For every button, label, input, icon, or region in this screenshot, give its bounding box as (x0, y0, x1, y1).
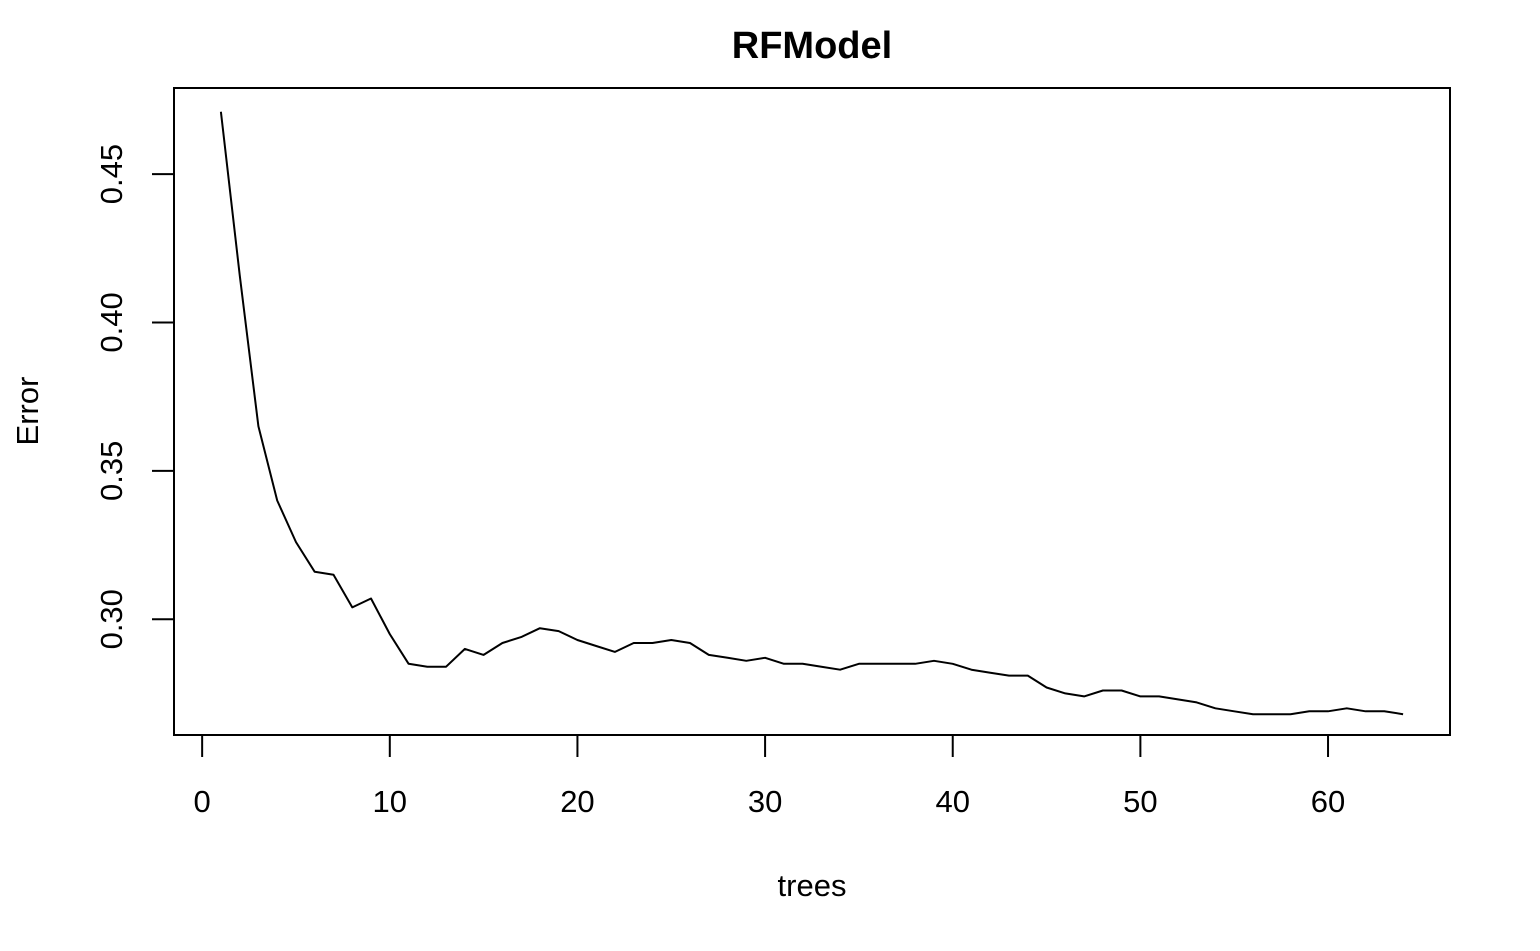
plot-frame (173, 87, 1451, 736)
x-tick-label: 30 (748, 784, 782, 819)
y-tick-label: 0.45 (94, 144, 129, 204)
chart-title: RFModel (732, 25, 892, 67)
y-tick-label: 0.30 (94, 589, 129, 649)
x-tick-label: 20 (560, 784, 594, 819)
x-tick-label: 0 (194, 784, 211, 819)
y-axis: 0.30 0.35 0.40 0.45 (94, 144, 175, 649)
x-tick-label: 40 (935, 784, 969, 819)
y-axis-label: Error (10, 377, 45, 446)
y-tick-label: 0.40 (94, 292, 129, 352)
error-series-line (219, 111, 1404, 716)
x-tick-label: 60 (1311, 784, 1345, 819)
x-axis: 0 10 20 30 40 50 60 (194, 734, 1345, 819)
x-tick-label: 10 (373, 784, 407, 819)
x-tick-label: 50 (1123, 784, 1157, 819)
y-tick-label: 0.35 (94, 441, 129, 501)
x-axis-label: trees (778, 868, 847, 903)
